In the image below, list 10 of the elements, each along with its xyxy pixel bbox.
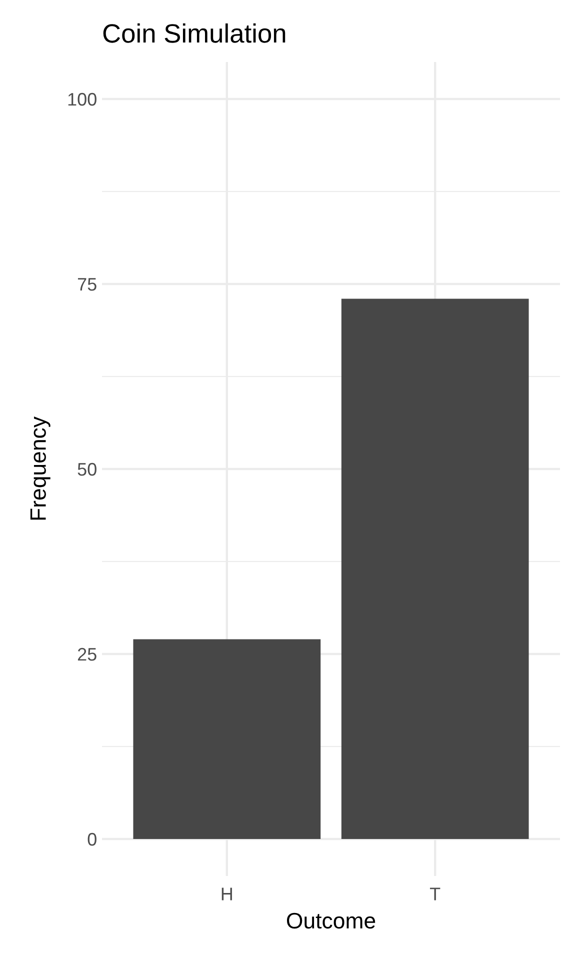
chart-title: Coin Simulation xyxy=(103,23,286,43)
x-tick-label: H xyxy=(222,888,232,900)
x-axis-title: Outcome xyxy=(286,912,376,929)
y-axis-title: Frequency xyxy=(30,416,50,520)
y-tick-label: 0 xyxy=(88,832,96,846)
y-tick-label: 75 xyxy=(78,278,96,291)
y-tick-label: 50 xyxy=(78,462,96,476)
x-tick-label: T xyxy=(430,888,440,900)
y-tick-label: 100 xyxy=(68,92,96,106)
y-tick-label: 25 xyxy=(78,648,96,661)
